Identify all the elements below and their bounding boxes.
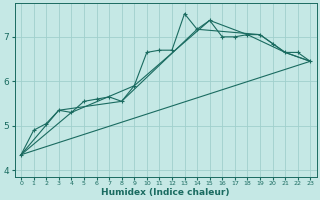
X-axis label: Humidex (Indice chaleur): Humidex (Indice chaleur) bbox=[101, 188, 230, 197]
